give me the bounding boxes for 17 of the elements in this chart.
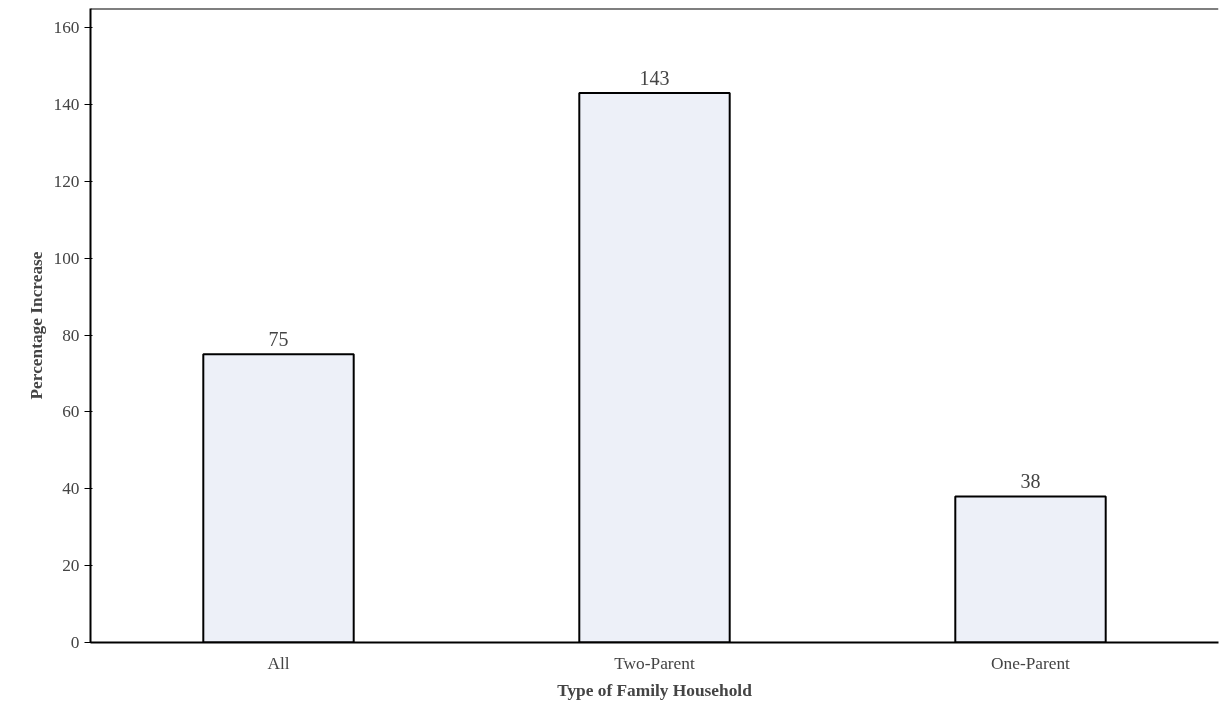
y-axis-title: Percentage Increase	[26, 251, 46, 400]
data-label: 38	[1020, 470, 1041, 493]
y-tick-label: 60	[62, 402, 80, 422]
x-tick-label: One-Parent	[991, 653, 1071, 673]
data-label: 75	[268, 328, 289, 351]
y-tick-label: 100	[53, 248, 80, 268]
y-tick-label: 20	[62, 556, 80, 576]
data-label: 143	[639, 67, 670, 90]
x-tick-label: All	[267, 653, 290, 673]
y-tick-label: 160	[53, 18, 80, 38]
y-tick-label: 0	[70, 633, 80, 652]
y-tick-label: 40	[62, 479, 80, 499]
y-tick-label: 140	[53, 95, 80, 115]
y-tick-label: 120	[53, 171, 80, 191]
x-tick-label: Two-Parent	[614, 653, 695, 673]
x-axis-title: Type of Family Household	[557, 680, 753, 700]
y-tick-label: 80	[62, 325, 80, 345]
